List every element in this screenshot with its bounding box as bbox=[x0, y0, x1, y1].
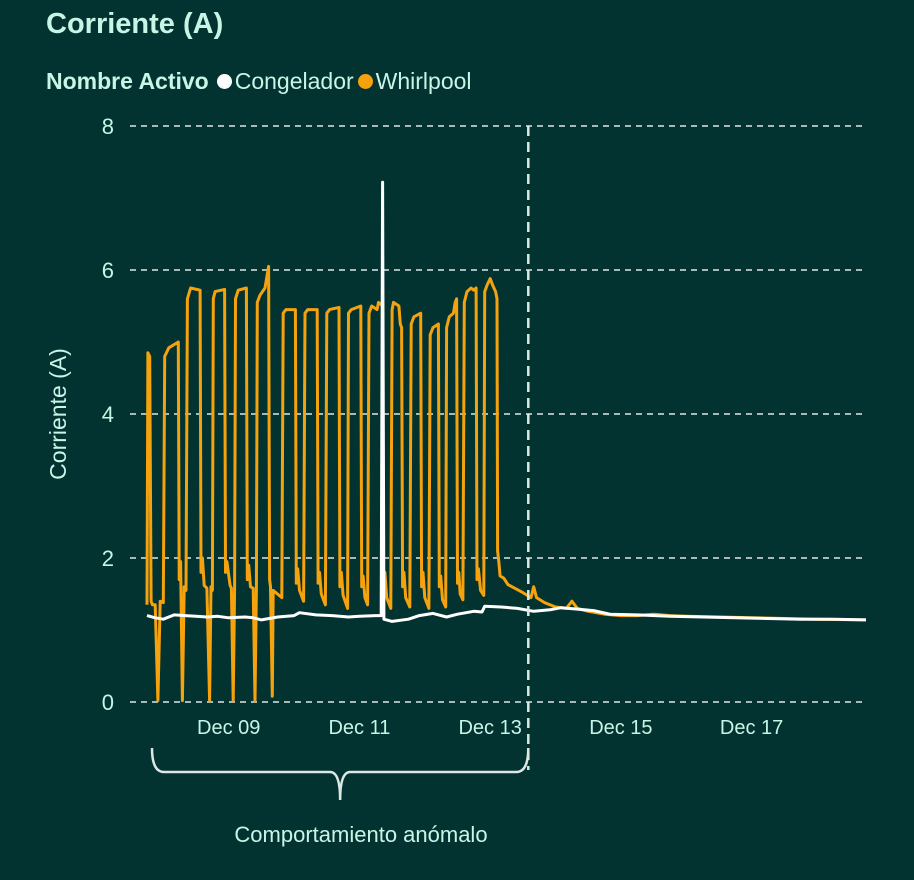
y-tick-label: 0 bbox=[102, 690, 114, 715]
chart-title: Corriente (A) bbox=[46, 8, 224, 40]
legend-label-whirlpool: Whirlpool bbox=[375, 68, 472, 94]
legend-item-congelador[interactable]: Congelador bbox=[216, 68, 354, 95]
series-line-whirlpool[interactable] bbox=[145, 264, 867, 703]
x-tick-label: Dec 17 bbox=[720, 717, 783, 739]
annotations bbox=[150, 126, 530, 801]
legend-marker-congelador bbox=[216, 74, 232, 89]
x-tick-label: Dec 11 bbox=[328, 717, 390, 739]
y-tick-label: 8 bbox=[102, 114, 114, 139]
x-axis-ticks: Dec 09 Dec 11 Dec 13 Dec 15 Dec 17 bbox=[197, 717, 783, 739]
y-tick-label: 2 bbox=[102, 546, 114, 571]
legend-label-congelador: Congelador bbox=[234, 68, 354, 94]
anomaly-brace bbox=[150, 747, 530, 801]
series-lines bbox=[145, 180, 867, 703]
y-axis-label: Corriente (A) bbox=[45, 348, 71, 480]
y-tick-label: 6 bbox=[102, 258, 114, 283]
legend-item-whirlpool[interactable]: Whirlpool bbox=[357, 68, 472, 95]
legend-marker-whirlpool bbox=[357, 74, 373, 89]
y-axis-ticks: 0 2 4 6 8 bbox=[102, 114, 114, 715]
legend: Nombre Activo Congelador Whirlpool bbox=[46, 68, 476, 95]
annotation-label: Comportamiento anómalo bbox=[234, 822, 488, 847]
x-tick-label: Dec 13 bbox=[458, 717, 521, 739]
legend-title: Nombre Activo bbox=[46, 68, 209, 94]
x-tick-label: Dec 15 bbox=[589, 717, 652, 739]
x-tick-label: Dec 09 bbox=[197, 717, 260, 739]
y-tick-label: 4 bbox=[102, 402, 114, 427]
series-line-congelador[interactable] bbox=[146, 180, 867, 623]
